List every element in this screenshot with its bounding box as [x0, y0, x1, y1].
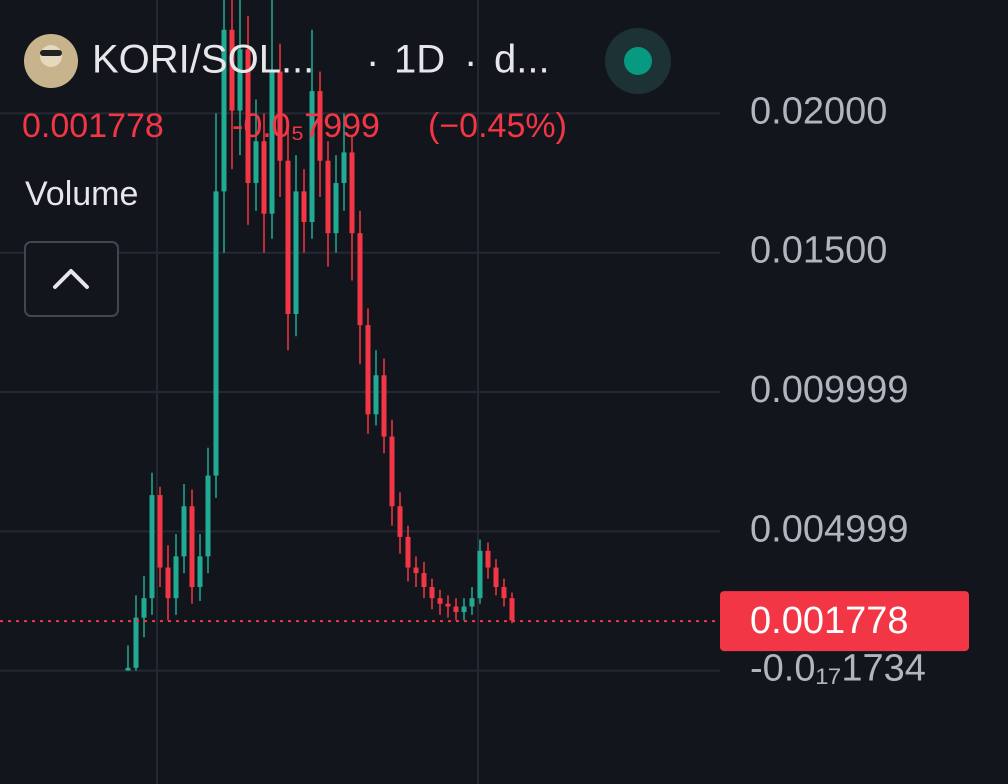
candle-body: [205, 475, 211, 557]
candle-body: [253, 141, 259, 184]
candle-body: [181, 506, 187, 557]
candle-body: [189, 506, 195, 588]
candle-body: [333, 183, 339, 234]
candle-body: [389, 436, 395, 507]
symbol[interactable]: KORI/SOL...: [92, 38, 314, 82]
candle-body: [437, 598, 443, 604]
candle-body: [269, 71, 275, 214]
candle-body: [125, 667, 131, 671]
candle-body: [325, 160, 331, 234]
change: -0.0₅7999: [232, 107, 380, 145]
candle-body: [237, 49, 243, 111]
status-dot: [624, 47, 652, 75]
price: 0.001778: [22, 107, 164, 145]
candle-body: [245, 49, 251, 184]
candle-body: [365, 325, 371, 415]
candle-body: [149, 495, 155, 599]
candle-body: [221, 29, 227, 192]
candle-body: [493, 567, 499, 588]
candle-body: [301, 191, 307, 223]
candle-body: [509, 598, 515, 621]
candle-body: [277, 71, 283, 161]
candle-body: [469, 598, 475, 607]
candle-body: [445, 603, 451, 607]
candle-body: [501, 587, 507, 599]
y-tick-label: -0.0₁₇1734: [750, 648, 926, 690]
y-tick-label: 0.004999: [750, 508, 909, 550]
y-tick-label: 0.01500: [750, 230, 887, 272]
candle-body: [141, 598, 147, 618]
overlay: KORI/SOL... · 1D · d... 0.001778 -0.0₅79…: [0, 28, 969, 690]
candle-body: [461, 606, 467, 613]
candle-body: [261, 141, 267, 214]
candle-body: [317, 91, 323, 161]
last-price-tag: [720, 591, 969, 652]
candle-body: [229, 29, 235, 111]
separator: ·: [464, 40, 477, 84]
change-percent: (−0.45%): [428, 107, 567, 145]
last-price-label: 0.001778: [750, 600, 909, 642]
source[interactable]: d...: [494, 38, 550, 82]
candle-body: [157, 495, 163, 568]
candle-body: [285, 160, 291, 314]
candle-body: [293, 191, 299, 314]
candle-body: [309, 91, 315, 223]
candle-body: [421, 573, 427, 588]
candle-body: [349, 152, 355, 234]
candle-body: [397, 506, 403, 537]
candle-body: [213, 191, 219, 476]
candle-body: [381, 375, 387, 437]
chevron-icon: [53, 269, 89, 289]
candles: [125, 0, 515, 671]
candle-body: [357, 233, 363, 326]
candle-body: [477, 550, 483, 599]
candle-body: [197, 556, 203, 588]
candle-body: [405, 536, 411, 568]
candle-body: [133, 617, 139, 668]
separator: ·: [366, 40, 379, 84]
collapse-button[interactable]: [24, 241, 119, 317]
candle-body: [165, 567, 171, 599]
candle-body: [173, 556, 179, 599]
interval[interactable]: 1D: [394, 38, 445, 82]
candle-body: [453, 606, 459, 613]
avatar-glasses: [40, 50, 62, 56]
candle-body: [341, 152, 347, 184]
y-tick-label: 0.02000: [750, 90, 887, 132]
candle-body: [413, 567, 419, 574]
candle-body: [485, 550, 491, 568]
grid: [0, 0, 720, 784]
candle-body: [429, 587, 435, 599]
y-tick-label: 0.009999: [750, 369, 909, 411]
candle-body: [373, 375, 379, 415]
volume-label: Volume: [25, 175, 138, 213]
